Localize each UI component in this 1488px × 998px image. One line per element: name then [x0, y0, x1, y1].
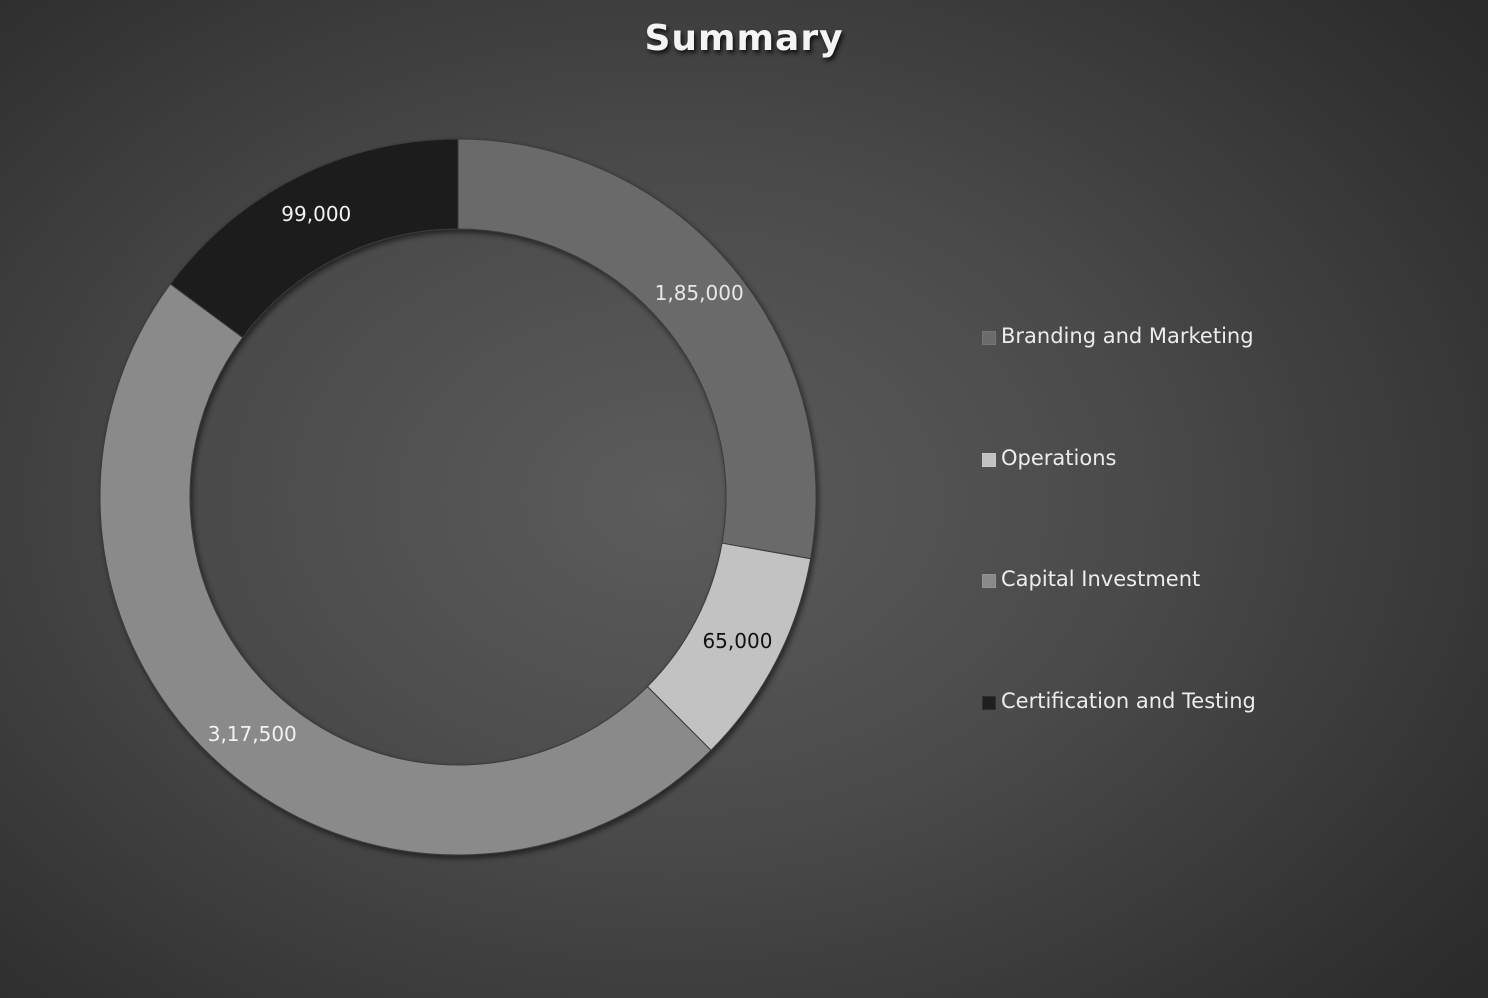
slice-certification-and-testing — [169, 138, 459, 339]
data-labels: 1,85,000 65,000 3,17,500 99,000 — [208, 202, 773, 746]
chart-title: Summary — [644, 18, 844, 59]
data-label-capital-investment: 3,17,500 — [208, 722, 297, 746]
slice-branding-and-marketing — [457, 138, 817, 560]
legend-swatch — [982, 695, 996, 710]
data-label-operations: 65,000 — [702, 629, 772, 653]
legend-label: Operations — [1001, 445, 1117, 470]
data-label-branding-and-marketing: 1,85,000 — [655, 281, 744, 305]
slice-capital-investment — [99, 283, 712, 856]
doughnut-slices — [99, 138, 817, 856]
data-label-certification-and-testing: 99,000 — [281, 202, 351, 226]
legend-swatch — [982, 452, 996, 467]
legend-label: Branding and Marketing — [1001, 324, 1254, 348]
legend-label: Certification and Testing — [1001, 688, 1256, 713]
legend-swatch — [982, 331, 996, 345]
legend-label: Capital Investment — [1001, 567, 1201, 591]
legend-swatch — [982, 574, 996, 588]
